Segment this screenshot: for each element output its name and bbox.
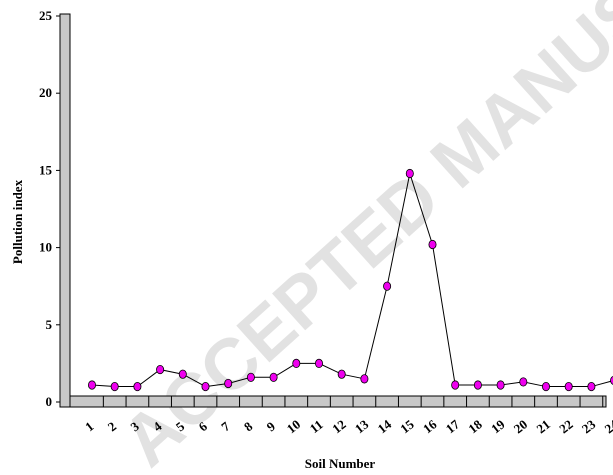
y-axis-wall: [59, 13, 71, 408]
data-point: [292, 358, 301, 368]
x-tick-label: 17: [443, 416, 463, 436]
data-point: [178, 369, 187, 379]
x-tick-label: 10: [284, 417, 303, 437]
data-point: [156, 364, 165, 375]
data-point: [110, 381, 119, 392]
x-tick-label: 12: [329, 417, 348, 437]
data-point: [428, 239, 437, 250]
y-tick-label: 0: [46, 394, 53, 409]
x-tick-label: 13: [352, 416, 372, 436]
x-tick-label: 1: [82, 419, 96, 435]
x-tick-label: 18: [465, 416, 485, 436]
y-tick-label: 25: [39, 8, 53, 23]
data-point: [610, 375, 613, 385]
data-point: [451, 380, 460, 390]
data-point: [496, 380, 505, 390]
data-point: [519, 377, 528, 387]
x-tick-label: 20: [511, 417, 530, 437]
y-tick-label: 20: [39, 85, 52, 100]
x-tick-label: 16: [420, 416, 440, 436]
data-point: [383, 281, 392, 291]
data-point: [133, 381, 142, 392]
y-axis-title: Pollution index: [10, 179, 25, 264]
y-tick-label: 5: [46, 317, 53, 332]
data-point: [337, 369, 346, 379]
x-tick-label: 23: [579, 416, 599, 436]
x-tick-label: 14: [375, 416, 395, 436]
y-tick-labels: 0 5 10 15 20 25: [39, 8, 53, 409]
data-point: [564, 381, 573, 392]
data-point: [314, 358, 323, 368]
x-tick-label: 9: [264, 418, 279, 434]
y-tick-label: 15: [39, 162, 53, 177]
data-point: [88, 380, 97, 390]
x-tick-label: 24: [602, 416, 613, 436]
x-tick-label: 22: [556, 417, 575, 437]
x-tick-label: 19: [488, 416, 508, 436]
series-layer: [88, 168, 613, 392]
data-point: [542, 381, 551, 392]
data-point: [224, 378, 233, 389]
data-point: [201, 381, 210, 392]
data-point: [246, 372, 255, 382]
x-tick-label: 11: [307, 417, 326, 436]
x-axis-floor: [69, 395, 607, 408]
data-point: [473, 380, 482, 390]
x-tick-label: 15: [397, 416, 417, 436]
data-point: [269, 372, 278, 382]
x-tick-label: 21: [533, 417, 552, 437]
axis-layer: [56, 13, 607, 408]
data-point: [360, 374, 369, 384]
data-point: [405, 168, 414, 179]
x-tick-label: 8: [241, 418, 256, 434]
x-axis-title: Soil Number: [305, 456, 376, 471]
y-tick-label: 10: [39, 240, 52, 255]
data-point: [587, 381, 596, 392]
